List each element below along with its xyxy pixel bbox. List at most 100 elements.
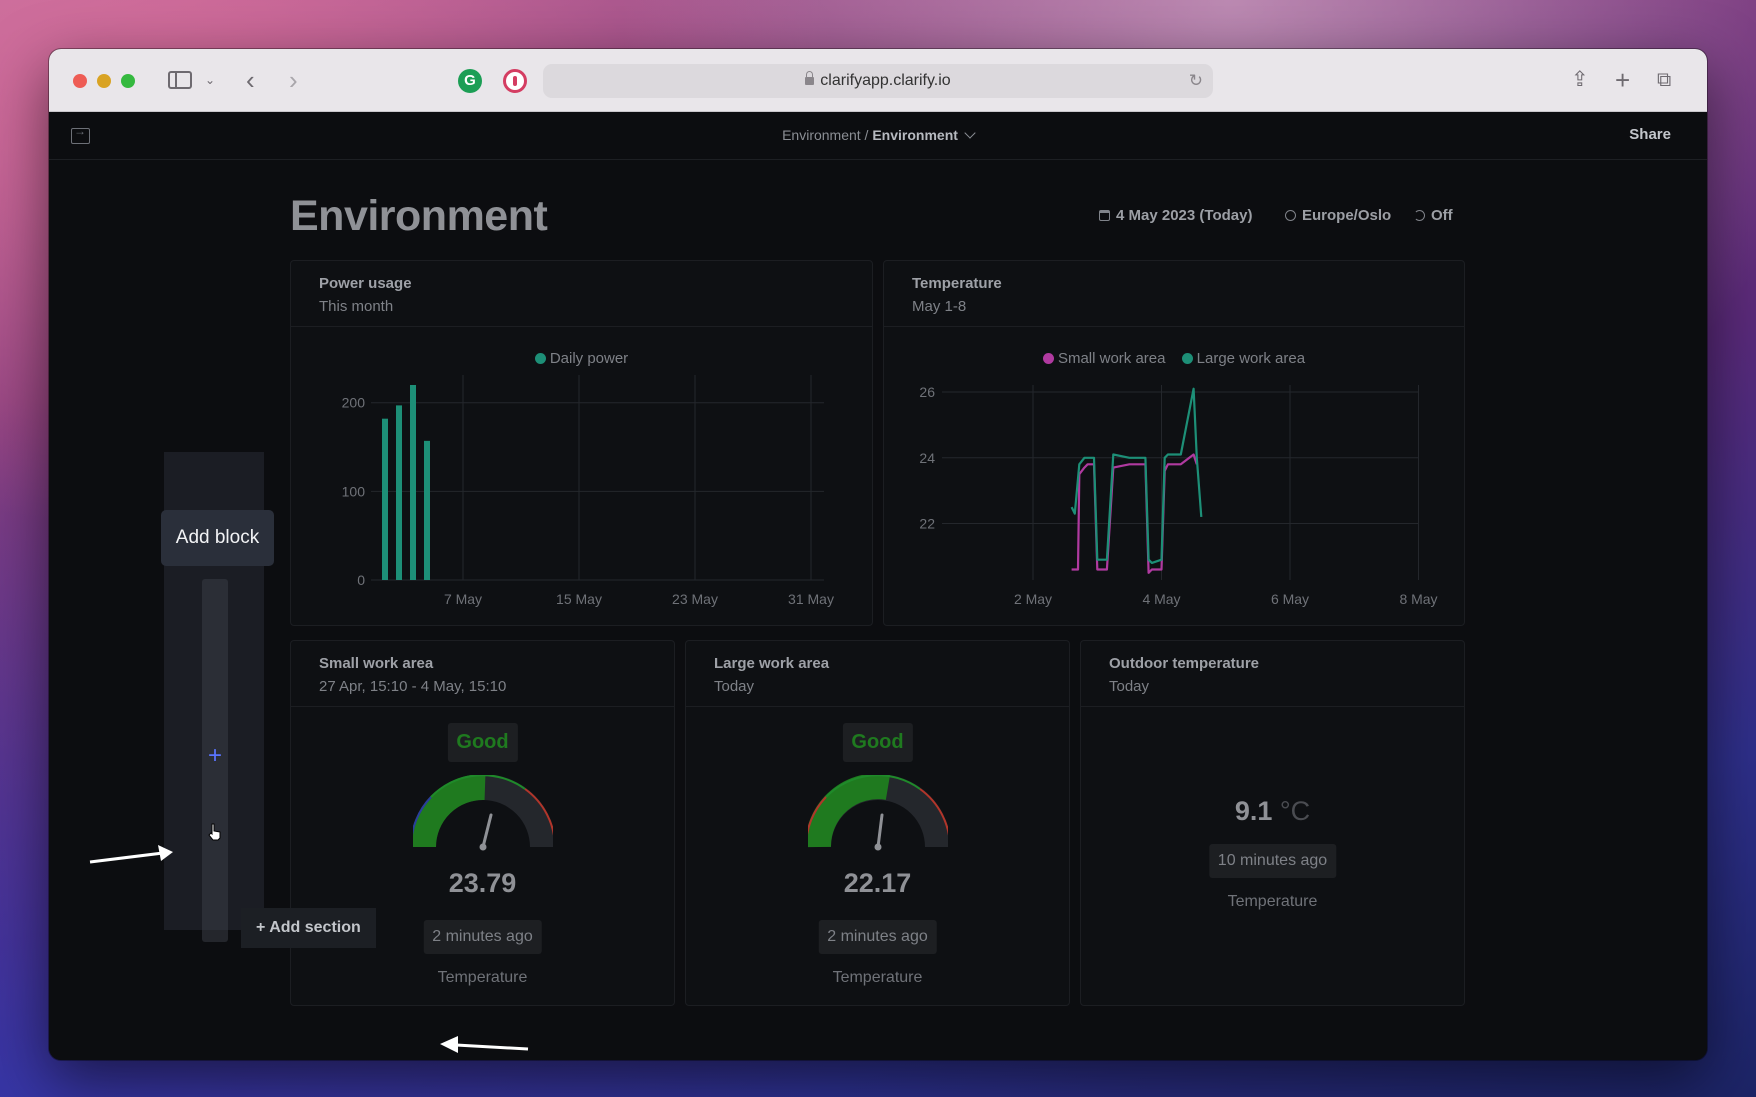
annotation-arrow-icon bbox=[440, 1036, 529, 1053]
card-subtitle: Today bbox=[1109, 678, 1150, 695]
app-header: Environment / Environment Share bbox=[49, 112, 1707, 160]
pointer-cursor-icon bbox=[208, 823, 221, 841]
x-tick-label: 23 May bbox=[672, 591, 718, 607]
add-block-plus-icon[interactable]: + bbox=[207, 742, 222, 769]
status-badge: Good bbox=[447, 723, 518, 762]
large-work-area-card[interactable]: Large work area Today Good 22.17 2 minut… bbox=[685, 640, 1070, 1006]
legend-item-daily-power[interactable]: Daily power bbox=[534, 350, 629, 367]
card-header: Power usage This month bbox=[291, 261, 872, 327]
value-unit: °C bbox=[1279, 796, 1311, 826]
last-updated-badge: 2 minutes ago bbox=[423, 920, 542, 954]
outdoor-value: 9.1 °C bbox=[1081, 796, 1464, 827]
y-tick-label: 26 bbox=[919, 384, 935, 400]
legend-item-large-work-area[interactable]: Large work area bbox=[1181, 350, 1306, 367]
legend-swatch bbox=[1181, 353, 1193, 364]
legend-swatch bbox=[1042, 353, 1054, 364]
bar bbox=[396, 405, 402, 580]
breadcrumb-current[interactable]: Environment bbox=[872, 127, 958, 143]
x-tick-label: 6 May bbox=[1271, 591, 1309, 607]
share-button[interactable]: Share bbox=[1629, 126, 1671, 143]
add-block-tooltip: Add block bbox=[161, 510, 274, 566]
card-title: Outdoor temperature bbox=[1109, 655, 1260, 672]
minimize-window-button[interactable] bbox=[97, 74, 111, 88]
card-header: Small work area 27 Apr, 15:10 - 4 May, 1… bbox=[291, 641, 674, 707]
bar bbox=[410, 385, 416, 580]
zoom-window-button[interactable] bbox=[121, 74, 135, 88]
password-manager-extension-icon[interactable] bbox=[503, 69, 527, 93]
series-line bbox=[1071, 453, 1198, 574]
timezone-label: Europe/Oslo bbox=[1302, 207, 1392, 224]
date-picker[interactable]: 4 May 2023 (Today) bbox=[1099, 207, 1252, 224]
date-label: 4 May 2023 (Today) bbox=[1116, 207, 1253, 224]
add-section-button[interactable]: + Add section bbox=[241, 908, 376, 948]
breadcrumb[interactable]: Environment / Environment bbox=[49, 127, 1707, 143]
breadcrumb-parent[interactable]: Environment bbox=[782, 127, 861, 143]
tab-overview-icon[interactable]: ⧉ bbox=[1657, 69, 1672, 91]
bar bbox=[424, 440, 430, 580]
clock-icon bbox=[1285, 210, 1296, 221]
card-subtitle: 27 Apr, 15:10 - 4 May, 15:10 bbox=[319, 678, 507, 695]
chevron-down-icon[interactable] bbox=[964, 127, 976, 139]
temperature-card[interactable]: Temperature May 1-8 Small work area Larg… bbox=[883, 260, 1465, 626]
legend-label: Large work area bbox=[1196, 350, 1306, 367]
grammarly-extension-icon[interactable]: G bbox=[458, 69, 482, 93]
series-line bbox=[1070, 387, 1203, 564]
refresh-label: Off bbox=[1431, 207, 1453, 224]
card-title: Large work area bbox=[714, 655, 830, 672]
gauge-caption: Temperature bbox=[437, 969, 528, 986]
chart-legend: Small work area Large work area bbox=[884, 350, 1464, 367]
page-title: Environment bbox=[290, 192, 548, 240]
status-badge: Good bbox=[842, 723, 913, 762]
breadcrumb-separator: / bbox=[860, 127, 873, 143]
browser-toolbar: ⌄ ‹ › G clarifyapp.clarify.io ↻ ⇪ + ⧉ bbox=[49, 49, 1707, 112]
gauge-dial bbox=[807, 775, 948, 851]
temperature-line-chart: 22 24 26 2 May 4 May 6 May 8 May bbox=[919, 384, 1437, 607]
forward-icon[interactable]: › bbox=[289, 65, 298, 95]
y-tick-label: 200 bbox=[342, 395, 366, 411]
refresh-icon bbox=[1414, 210, 1425, 221]
power-usage-card[interactable]: Power usage This month Daily power 0 100 2… bbox=[290, 260, 873, 626]
gauge-caption: Temperature bbox=[832, 969, 923, 986]
outdoor-temperature-card[interactable]: Outdoor temperature Today 9.1 °C 10 minu… bbox=[1080, 640, 1465, 1006]
share-sheet-icon[interactable]: ⇪ bbox=[1571, 68, 1589, 91]
y-tick-label: 100 bbox=[342, 483, 366, 499]
timezone-picker[interactable]: Europe/Oslo bbox=[1285, 207, 1391, 224]
card-header: Temperature May 1-8 bbox=[884, 261, 1464, 327]
legend-label: Small work area bbox=[1057, 350, 1166, 367]
card-subtitle: May 1-8 bbox=[912, 298, 967, 315]
x-tick-label: 7 May bbox=[444, 591, 482, 607]
calendar-icon bbox=[1099, 210, 1110, 221]
url-text: clarifyapp.clarify.io bbox=[820, 72, 951, 89]
auto-refresh-toggle[interactable]: Off bbox=[1414, 207, 1453, 224]
x-tick-label: 15 May bbox=[556, 591, 602, 607]
y-tick-label: 22 bbox=[919, 516, 935, 532]
legend-item-small-work-area[interactable]: Small work area bbox=[1042, 350, 1166, 367]
x-tick-label: 31 May bbox=[788, 591, 834, 607]
expand-sidebar-icon[interactable] bbox=[71, 124, 90, 144]
x-tick-label: 2 May bbox=[1014, 591, 1052, 607]
card-title: Small work area bbox=[319, 655, 434, 672]
lock-icon bbox=[805, 71, 815, 85]
add-block-drop-zone[interactable] bbox=[202, 579, 228, 942]
reload-icon[interactable]: ↻ bbox=[1188, 71, 1203, 90]
card-header: Outdoor temperature Today bbox=[1081, 641, 1464, 707]
card-header: Large work area Today bbox=[686, 641, 1069, 707]
close-window-button[interactable] bbox=[73, 74, 87, 88]
small-work-area-card[interactable]: Small work area 27 Apr, 15:10 - 4 May, 1… bbox=[290, 640, 675, 1006]
chevron-down-icon[interactable]: ⌄ bbox=[205, 73, 216, 87]
address-bar[interactable]: clarifyapp.clarify.io ↻ bbox=[543, 64, 1213, 98]
value-number: 9.1 bbox=[1234, 796, 1273, 826]
chart-legend: Daily power bbox=[291, 350, 872, 367]
x-tick-label: 4 May bbox=[1142, 591, 1180, 607]
bar bbox=[382, 418, 388, 580]
back-icon[interactable]: ‹ bbox=[246, 65, 255, 95]
card-subtitle: Today bbox=[714, 678, 755, 695]
x-tick-label: 8 May bbox=[1399, 591, 1437, 607]
new-tab-icon[interactable]: + bbox=[1615, 65, 1631, 95]
annotation-arrow-icon bbox=[89, 845, 173, 864]
sidebar-toggle-icon[interactable] bbox=[168, 71, 192, 89]
y-tick-label: 24 bbox=[919, 450, 935, 466]
power-bar-chart: 0 100 200 7 May 15 May 23 May 31 May bbox=[342, 375, 834, 607]
legend-label: Daily power bbox=[549, 350, 629, 367]
gauge-dial bbox=[412, 775, 553, 851]
